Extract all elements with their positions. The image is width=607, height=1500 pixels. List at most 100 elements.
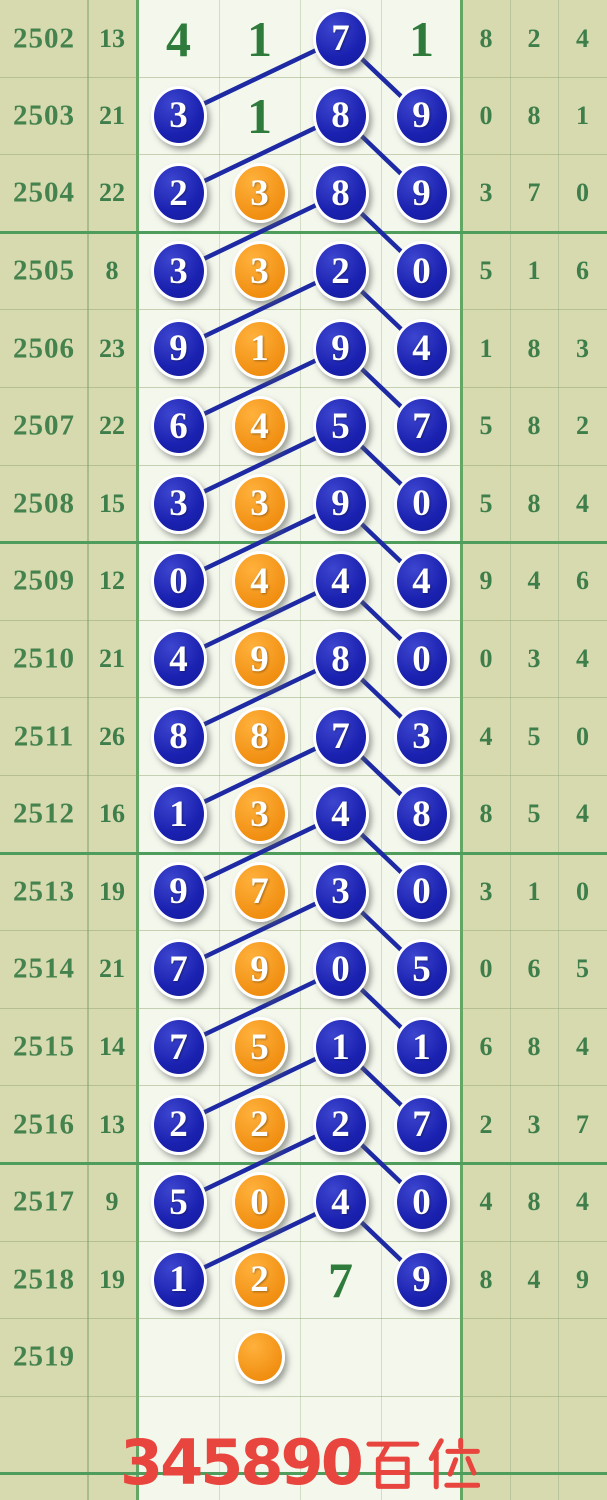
- count-cell: 23: [99, 333, 125, 363]
- period-cell: 2507: [13, 409, 75, 442]
- blue-ball: 4: [312, 784, 369, 845]
- right-cell: 2: [527, 23, 541, 53]
- chart-number: 4: [166, 10, 191, 67]
- right-cell: 5: [479, 488, 493, 518]
- grid-hline: [0, 1318, 607, 1320]
- count-cell: 12: [99, 566, 125, 596]
- grid-hline: [0, 1007, 607, 1009]
- grid-hline-thick: [0, 1472, 607, 1476]
- count-cell: 15: [99, 488, 125, 518]
- blue-ball: 2: [312, 241, 369, 301]
- grid-vline: [219, 0, 220, 1500]
- period-cell: 2516: [13, 1108, 75, 1141]
- blue-ball: 7: [312, 706, 369, 767]
- chart-number: 1: [247, 87, 272, 144]
- right-cell: 1: [527, 876, 541, 906]
- grid-hline: [0, 930, 607, 932]
- count-cell: 22: [99, 411, 125, 441]
- right-cell: 4: [576, 488, 589, 518]
- orange-ball: 9: [231, 939, 288, 1000]
- blue-ball: 9: [312, 473, 369, 534]
- right-cell: 5: [527, 721, 541, 751]
- right-cell: 9: [479, 566, 493, 596]
- blue-ball: 0: [393, 473, 450, 534]
- blue-ball: 2: [150, 163, 207, 224]
- blue-ball: 0: [150, 551, 207, 612]
- right-cell: 3: [527, 644, 541, 673]
- position-character-wei-icon: [429, 1437, 480, 1490]
- orange-ball: 3: [231, 241, 288, 301]
- orange-ball: 5: [231, 1017, 288, 1077]
- chart-number: 7: [328, 1251, 353, 1308]
- orange-ball: 8: [231, 706, 288, 767]
- blue-ball: 8: [312, 85, 369, 146]
- orange-ball: 0: [231, 1172, 288, 1233]
- count-cell: 13: [99, 23, 125, 53]
- grid-vline: [381, 0, 382, 1500]
- blue-ball: 3: [150, 85, 207, 146]
- right-cell: 5: [576, 954, 589, 984]
- right-cell: 8: [479, 1264, 493, 1294]
- grid-vline: [510, 0, 511, 1500]
- grid-hline: [0, 309, 607, 311]
- right-panel-bg: [462, 0, 607, 1500]
- grid-hline: [0, 1240, 607, 1242]
- right-cell: 8: [527, 1187, 541, 1217]
- period-cell: 2502: [13, 22, 75, 54]
- grid-vline: [558, 0, 559, 1500]
- grid-hline: [0, 154, 607, 156]
- grid-vline: [87, 0, 89, 1500]
- right-cell: 9: [576, 1264, 589, 1294]
- blue-ball: 9: [312, 318, 369, 379]
- right-cell: 4: [576, 23, 589, 53]
- right-cell: 6: [479, 1032, 493, 1061]
- right-cell: 8: [479, 23, 493, 53]
- blue-ball: 1: [150, 784, 207, 845]
- blue-ball: 0: [393, 241, 450, 301]
- right-cell: 7: [527, 178, 541, 208]
- blue-ball: 3: [312, 861, 369, 922]
- blue-ball: 1: [393, 1017, 450, 1077]
- right-cell: 2: [576, 411, 589, 441]
- period-cell: 2510: [13, 642, 75, 675]
- right-cell: 8: [527, 100, 541, 130]
- blue-ball: 9: [393, 85, 450, 146]
- orange-ball: 2: [231, 1094, 288, 1155]
- blue-ball: 9: [150, 861, 207, 922]
- right-cell: 3: [479, 178, 493, 208]
- left-panel-bg: [0, 0, 138, 1500]
- count-cell: 19: [99, 1264, 125, 1294]
- blue-ball: 0: [393, 1172, 450, 1233]
- blue-ball: 8: [393, 784, 450, 845]
- hundreds-character-bai-icon: [366, 1441, 420, 1489]
- blue-ball: 5: [393, 939, 450, 1000]
- footer-digits: 345890: [120, 1426, 364, 1499]
- right-cell: 6: [576, 256, 589, 285]
- period-cell: 2518: [13, 1263, 75, 1296]
- right-cell: 0: [479, 100, 493, 130]
- orange-ball: [234, 1330, 285, 1385]
- right-cell: 0: [479, 954, 493, 984]
- right-cell: 4: [527, 1264, 541, 1294]
- period-cell: 2504: [13, 176, 75, 209]
- right-cell: 4: [576, 1032, 589, 1061]
- period-cell: 2505: [13, 254, 75, 287]
- right-cell: 5: [479, 411, 493, 441]
- blue-ball: 7: [312, 8, 369, 69]
- blue-ball: 4: [312, 1172, 369, 1233]
- count-cell: 16: [99, 799, 125, 829]
- blue-ball: 1: [150, 1249, 207, 1310]
- blue-ball: 4: [312, 551, 369, 612]
- period-cell: 2515: [13, 1030, 75, 1063]
- grid-hline: [0, 76, 607, 78]
- right-cell: 8: [527, 411, 541, 441]
- blue-ball: 2: [312, 1094, 369, 1155]
- count-cell: 21: [99, 644, 125, 673]
- blue-ball: 8: [312, 163, 369, 224]
- blue-ball: 4: [393, 318, 450, 379]
- right-cell: 1: [576, 100, 589, 130]
- blue-ball: 8: [150, 706, 207, 767]
- grid-hline: [0, 697, 607, 699]
- grid-hline-thick: [0, 541, 607, 545]
